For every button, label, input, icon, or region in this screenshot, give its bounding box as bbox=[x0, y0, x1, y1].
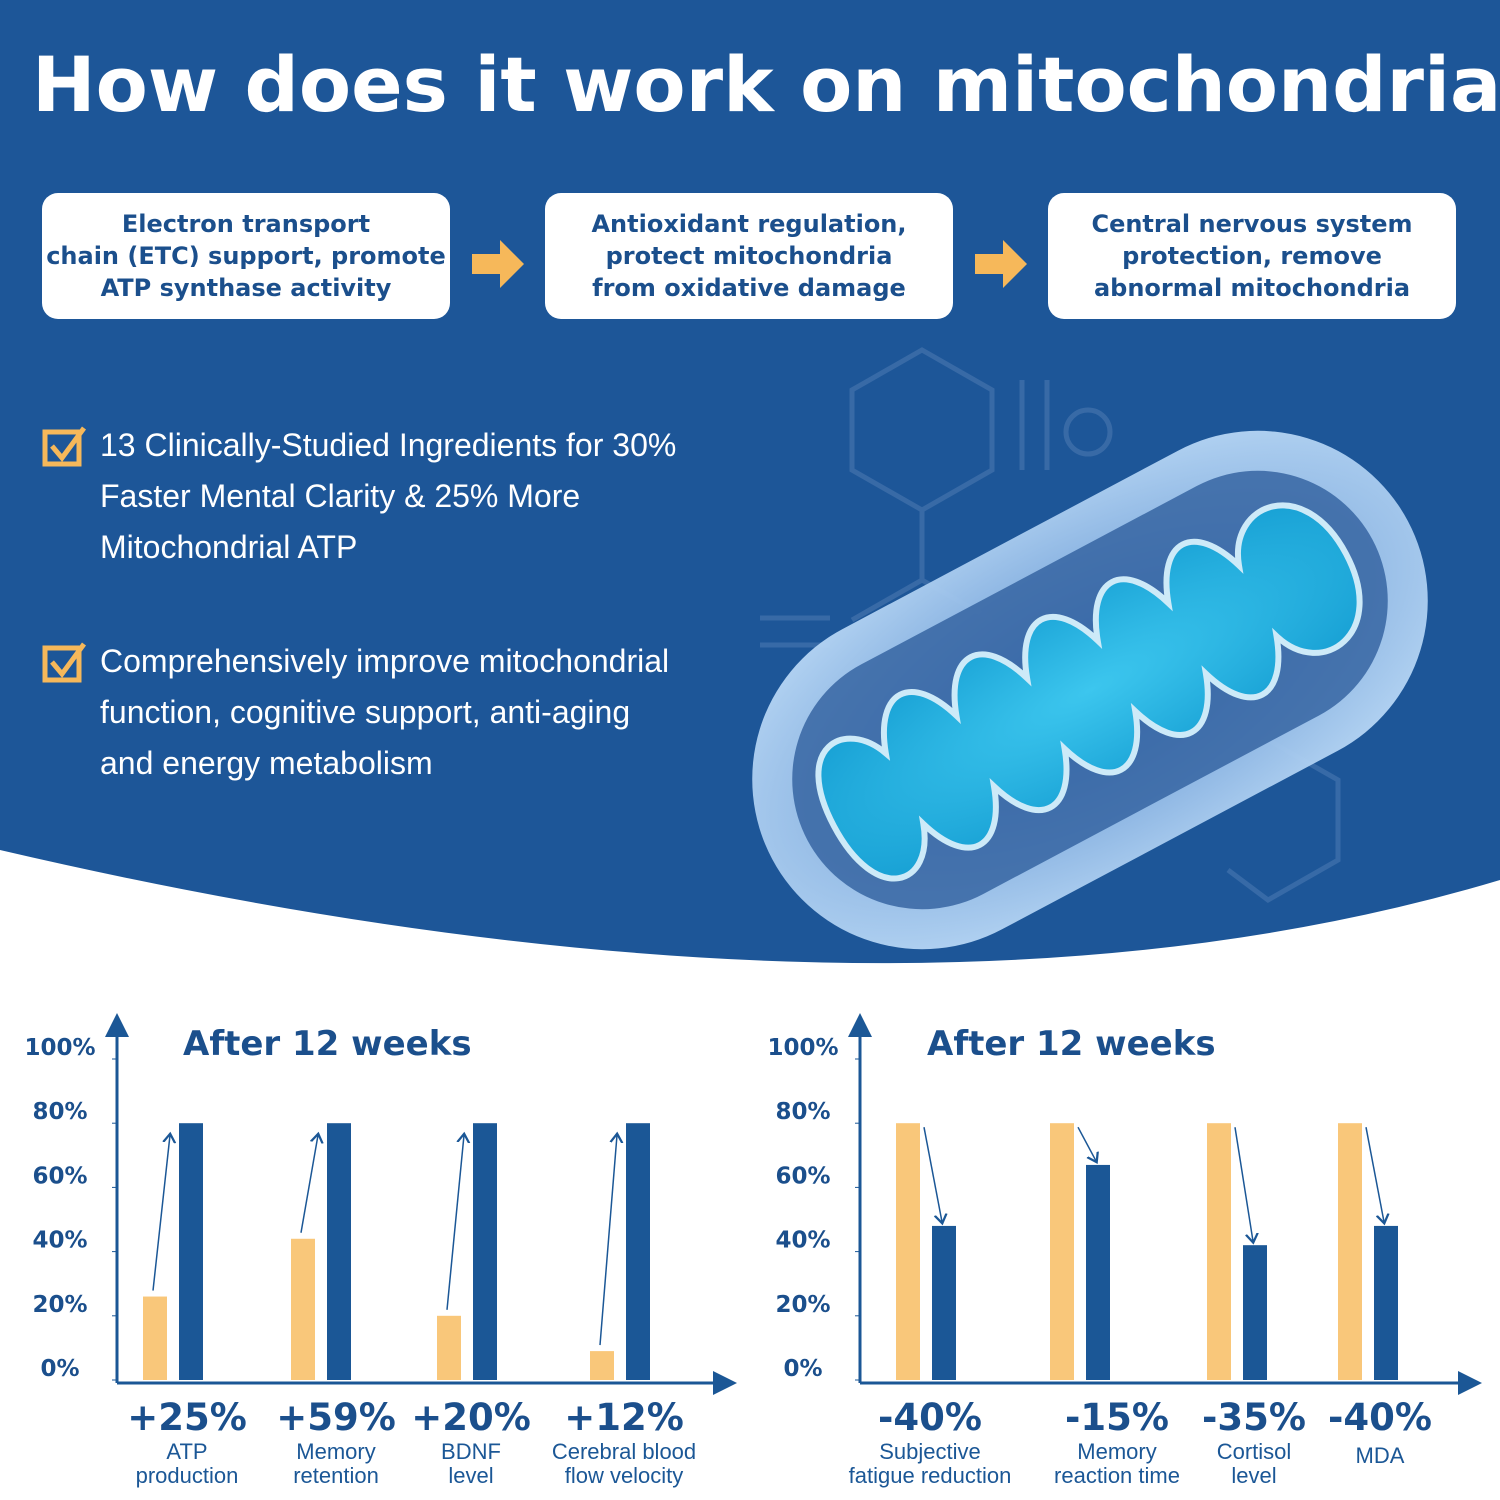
trend-arrow bbox=[152, 1135, 170, 1291]
y-tick-label: 100% bbox=[767, 1035, 838, 1061]
bar bbox=[327, 1123, 351, 1380]
x-tick-label: Cortisol level bbox=[1216, 1439, 1292, 1488]
y-tick-label: 100% bbox=[24, 1035, 95, 1061]
x-tick-label: Cerebral blood flow velocity bbox=[551, 1439, 697, 1488]
bar bbox=[626, 1123, 650, 1380]
y-tick-label: 40% bbox=[775, 1228, 830, 1254]
bar bbox=[1243, 1245, 1267, 1380]
y-tick-label: 20% bbox=[775, 1292, 830, 1318]
bar bbox=[473, 1123, 497, 1380]
bar bbox=[1086, 1164, 1110, 1380]
mitochondria-illustration bbox=[752, 430, 1428, 950]
trend-arrow bbox=[1365, 1127, 1384, 1222]
bar bbox=[437, 1315, 461, 1380]
change-label: +25% bbox=[127, 1396, 247, 1439]
bar bbox=[896, 1123, 920, 1380]
page-title: How does it work on mitochondria? bbox=[32, 40, 1500, 129]
change-label: -35% bbox=[1202, 1396, 1306, 1439]
y-tick-label: 80% bbox=[32, 1099, 87, 1125]
bar bbox=[932, 1225, 956, 1380]
change-label: +59% bbox=[276, 1396, 396, 1439]
checkbox-icons bbox=[42, 426, 87, 683]
bar bbox=[291, 1238, 315, 1380]
bullet-text: Comprehensively improve mitochondrial fu… bbox=[100, 643, 670, 781]
change-label: -15% bbox=[1065, 1396, 1169, 1439]
trend-arrow bbox=[300, 1135, 318, 1233]
bar bbox=[1050, 1123, 1074, 1380]
bullet-text: 13 Clinically-Studied Ingredients for 30… bbox=[100, 427, 677, 565]
step-box: Central nervous system protection, remov… bbox=[1048, 193, 1456, 319]
change-label: +12% bbox=[564, 1396, 684, 1439]
x-tick-label: Subjective fatigue reduction bbox=[848, 1439, 1012, 1488]
change-label: -40% bbox=[1328, 1396, 1432, 1439]
change-label: -40% bbox=[878, 1396, 982, 1439]
chart-title: After 12 weeks bbox=[183, 1024, 472, 1064]
step-box: Electron transport chain (ETC) support, … bbox=[42, 193, 450, 319]
x-tick-label: MDA bbox=[1355, 1443, 1405, 1468]
step-arrows bbox=[472, 240, 1027, 288]
trend-arrow bbox=[923, 1127, 942, 1222]
trend-arrow bbox=[1077, 1126, 1096, 1161]
bar bbox=[590, 1351, 614, 1380]
y-tick-label: 80% bbox=[775, 1099, 830, 1125]
y-tick-label: 40% bbox=[32, 1228, 87, 1254]
y-tick-label: 0% bbox=[40, 1356, 79, 1382]
y-tick-label: 0% bbox=[783, 1356, 822, 1382]
trend-arrow bbox=[599, 1135, 617, 1346]
x-tick-label: ATP production bbox=[135, 1439, 239, 1488]
y-tick-label: 20% bbox=[32, 1292, 87, 1318]
bar bbox=[1338, 1123, 1362, 1380]
bar bbox=[143, 1296, 167, 1380]
trend-arrow bbox=[1234, 1127, 1253, 1241]
bar bbox=[1374, 1225, 1398, 1380]
x-tick-label: Memory reaction time bbox=[1054, 1439, 1180, 1488]
x-tick-label: Memory retention bbox=[293, 1439, 379, 1488]
trend-arrow bbox=[446, 1135, 464, 1310]
y-tick-label: 60% bbox=[775, 1163, 830, 1189]
step-box: Antioxidant regulation, protect mitochon… bbox=[545, 193, 953, 319]
y-tick-label: 60% bbox=[32, 1163, 87, 1189]
chart-title: After 12 weeks bbox=[927, 1024, 1216, 1064]
x-tick-label: BDNF level bbox=[441, 1439, 501, 1488]
bar bbox=[1207, 1123, 1231, 1380]
change-label: +20% bbox=[411, 1396, 531, 1439]
bar bbox=[179, 1123, 203, 1380]
